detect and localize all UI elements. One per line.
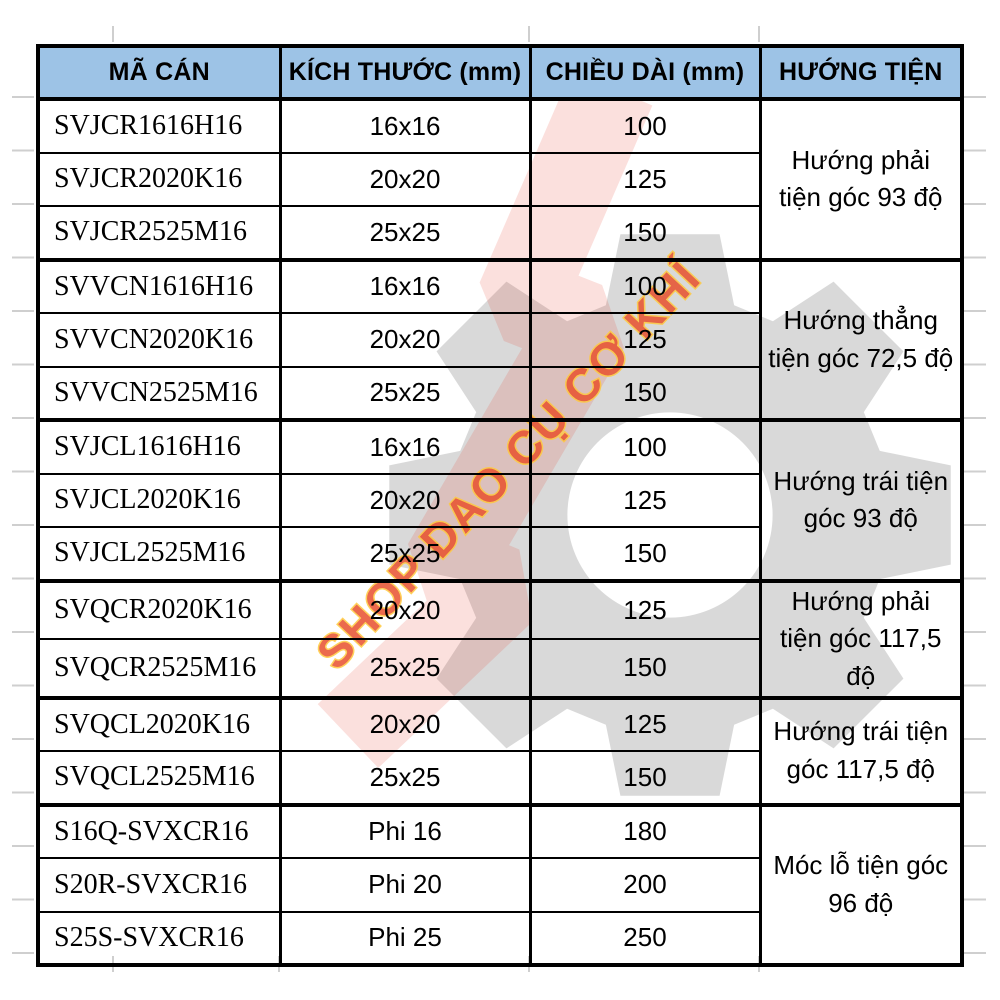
direction-cell: Hướng phải tiện góc 117,5 độ	[758, 578, 964, 699]
table-row: SVJCL2020K16 20x20 125	[36, 472, 962, 528]
table-body: SVJCR1616H16 16x16 100 Hướng phải tiện góc …	[36, 97, 964, 967]
size-cell: 20x20	[278, 695, 532, 753]
table-row: SVJCL2525M16 25x25 150	[36, 526, 962, 582]
length-cell: 150	[528, 750, 762, 806]
length-cell: 150	[528, 205, 762, 261]
code-cell: SVJCR1616H16	[36, 97, 282, 154]
table-row: SVQCR2525M16 25x25 150	[36, 638, 962, 699]
length-cell: 100	[528, 97, 762, 154]
size-cell: 25x25	[278, 205, 532, 261]
spec-table: MÃ CÁN KÍCH THƯỚC (mm) CHIỀU DÀI (mm) HƯ…	[36, 44, 964, 968]
size-cell: Phi 16	[278, 802, 532, 860]
size-cell: 20x20	[278, 151, 532, 207]
length-cell: 125	[528, 312, 762, 368]
size-cell: 25x25	[278, 638, 532, 699]
length-cell: 250	[528, 910, 762, 967]
direction-cell: Móc lỗ tiện góc 96 độ	[758, 802, 964, 967]
column-header-size: KÍCH THƯỚC (mm)	[278, 45, 532, 101]
sheet-gridline-stub	[528, 26, 530, 42]
length-cell: 125	[528, 578, 762, 641]
table-row: S16Q-SVXCR16 Phi 16 180 Móc lỗ tiện góc 96 …	[36, 802, 964, 967]
table-row: SVJCR1616H16 16x16 100 Hướng phải tiện góc …	[36, 97, 964, 261]
code-cell: SVJCR2525M16	[36, 205, 282, 261]
length-cell: 100	[528, 257, 762, 314]
column-header-direction: HƯỚNG TIỆN	[758, 45, 964, 101]
length-cell: 150	[528, 526, 762, 582]
table-row: SVJCL1616H16 16x16 100 Hướng trái tiện góc …	[36, 418, 964, 582]
size-cell: 20x20	[278, 578, 532, 641]
length-cell: 100	[528, 418, 762, 475]
length-cell: 150	[528, 638, 762, 699]
direction-cell: Hướng trái tiện góc 117,5 độ	[758, 695, 964, 806]
table-row: SVQCL2525M16 25x25 150	[36, 750, 962, 806]
table-row: SVVCN2525M16 25x25 150	[36, 365, 962, 421]
code-cell: SVQCR2525M16	[36, 638, 282, 699]
table-row: SVVCN1616H16 16x16 100 Hướng thẳng tiện góc…	[36, 257, 964, 421]
code-cell: SVVCN2020K16	[36, 312, 282, 368]
size-cell: 16x16	[278, 97, 532, 154]
code-cell: SVJCL1616H16	[36, 418, 282, 475]
code-cell: SVQCL2020K16	[36, 695, 282, 753]
sheet-gridline-stubs-left	[12, 96, 34, 956]
code-cell: S16Q-SVXCR16	[36, 802, 282, 860]
size-cell: Phi 20	[278, 857, 532, 913]
table-row: SVQCR2020K16 20x20 125 Hướng phải tiện góc …	[36, 578, 964, 699]
size-cell: 20x20	[278, 312, 532, 368]
table-row: SVQCL2020K16 20x20 125 Hướng trái tiện góc …	[36, 695, 964, 806]
length-cell: 200	[528, 857, 762, 913]
direction-cell: Hướng thẳng tiện góc 72,5 độ	[758, 257, 964, 421]
sheet-gridline-stub	[758, 26, 760, 42]
code-cell: SVJCL2020K16	[36, 472, 282, 528]
size-cell: 25x25	[278, 750, 532, 806]
length-cell: 125	[528, 695, 762, 753]
direction-cell: Hướng phải tiện góc 93 độ	[758, 97, 964, 261]
table-row: S20R-SVXCR16 Phi 20 200	[36, 857, 962, 913]
table-row: SVJCR2525M16 25x25 150	[36, 205, 962, 261]
size-cell: 25x25	[278, 365, 532, 421]
size-cell: 20x20	[278, 472, 532, 528]
code-cell: S25S-SVXCR16	[36, 910, 282, 967]
code-cell: SVVCN2525M16	[36, 365, 282, 421]
column-header-code: MÃ CÁN	[36, 45, 282, 101]
table-row: SVVCN2020K16 20x20 125	[36, 312, 962, 368]
size-cell: 16x16	[278, 418, 532, 475]
sheet-gridline-stub	[112, 26, 114, 42]
length-cell: 125	[528, 472, 762, 528]
code-cell: S20R-SVXCR16	[36, 857, 282, 913]
direction-cell: Hướng trái tiện góc 93 độ	[758, 418, 964, 582]
code-cell: SVJCL2525M16	[36, 526, 282, 582]
code-cell: SVJCR2020K16	[36, 151, 282, 207]
sheet-gridline-stubs-right	[962, 96, 986, 956]
column-header-length: CHIỀU DÀI (mm)	[528, 45, 762, 101]
length-cell: 180	[528, 802, 762, 860]
header-row: MÃ CÁN KÍCH THƯỚC (mm) CHIỀU DÀI (mm) HƯ…	[36, 45, 964, 101]
size-cell: 25x25	[278, 526, 532, 582]
table-row: SVJCR2020K16 20x20 125	[36, 151, 962, 207]
length-cell: 150	[528, 365, 762, 421]
size-cell: Phi 25	[278, 910, 532, 967]
size-cell: 16x16	[278, 257, 532, 314]
code-cell: SVQCR2020K16	[36, 578, 282, 641]
table-row: S25S-SVXCR16 Phi 25 250	[36, 910, 962, 967]
code-cell: SVQCL2525M16	[36, 750, 282, 806]
code-cell: SVVCN1616H16	[36, 257, 282, 314]
length-cell: 125	[528, 151, 762, 207]
